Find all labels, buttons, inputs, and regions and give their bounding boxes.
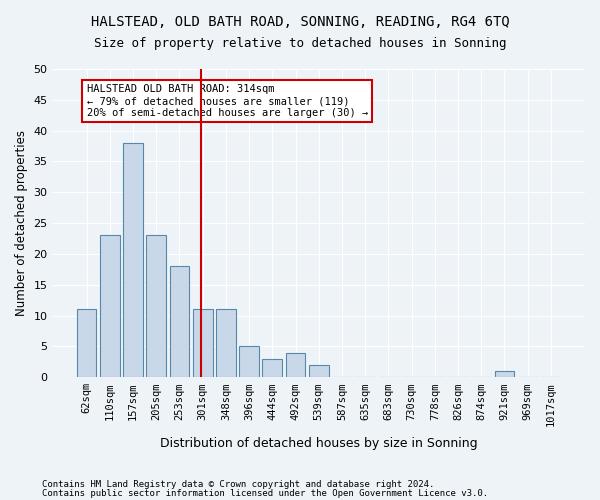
Bar	[77, 310, 97, 378]
Bar	[286, 352, 305, 378]
Bar	[170, 266, 190, 378]
Text: Size of property relative to detached houses in Sonning: Size of property relative to detached ho…	[94, 38, 506, 51]
Bar	[262, 359, 282, 378]
Text: Contains public sector information licensed under the Open Government Licence v3: Contains public sector information licen…	[42, 488, 488, 498]
Text: HALSTEAD, OLD BATH ROAD, SONNING, READING, RG4 6TQ: HALSTEAD, OLD BATH ROAD, SONNING, READIN…	[91, 15, 509, 29]
Bar	[494, 371, 514, 378]
Bar	[309, 365, 329, 378]
Bar	[239, 346, 259, 378]
Bar	[123, 143, 143, 378]
Bar	[193, 310, 212, 378]
Text: HALSTEAD OLD BATH ROAD: 314sqm
← 79% of detached houses are smaller (119)
20% of: HALSTEAD OLD BATH ROAD: 314sqm ← 79% of …	[86, 84, 368, 117]
Y-axis label: Number of detached properties: Number of detached properties	[15, 130, 28, 316]
Bar	[100, 236, 119, 378]
Bar	[216, 310, 236, 378]
Bar	[146, 236, 166, 378]
Text: Contains HM Land Registry data © Crown copyright and database right 2024.: Contains HM Land Registry data © Crown c…	[42, 480, 434, 489]
X-axis label: Distribution of detached houses by size in Sonning: Distribution of detached houses by size …	[160, 437, 478, 450]
